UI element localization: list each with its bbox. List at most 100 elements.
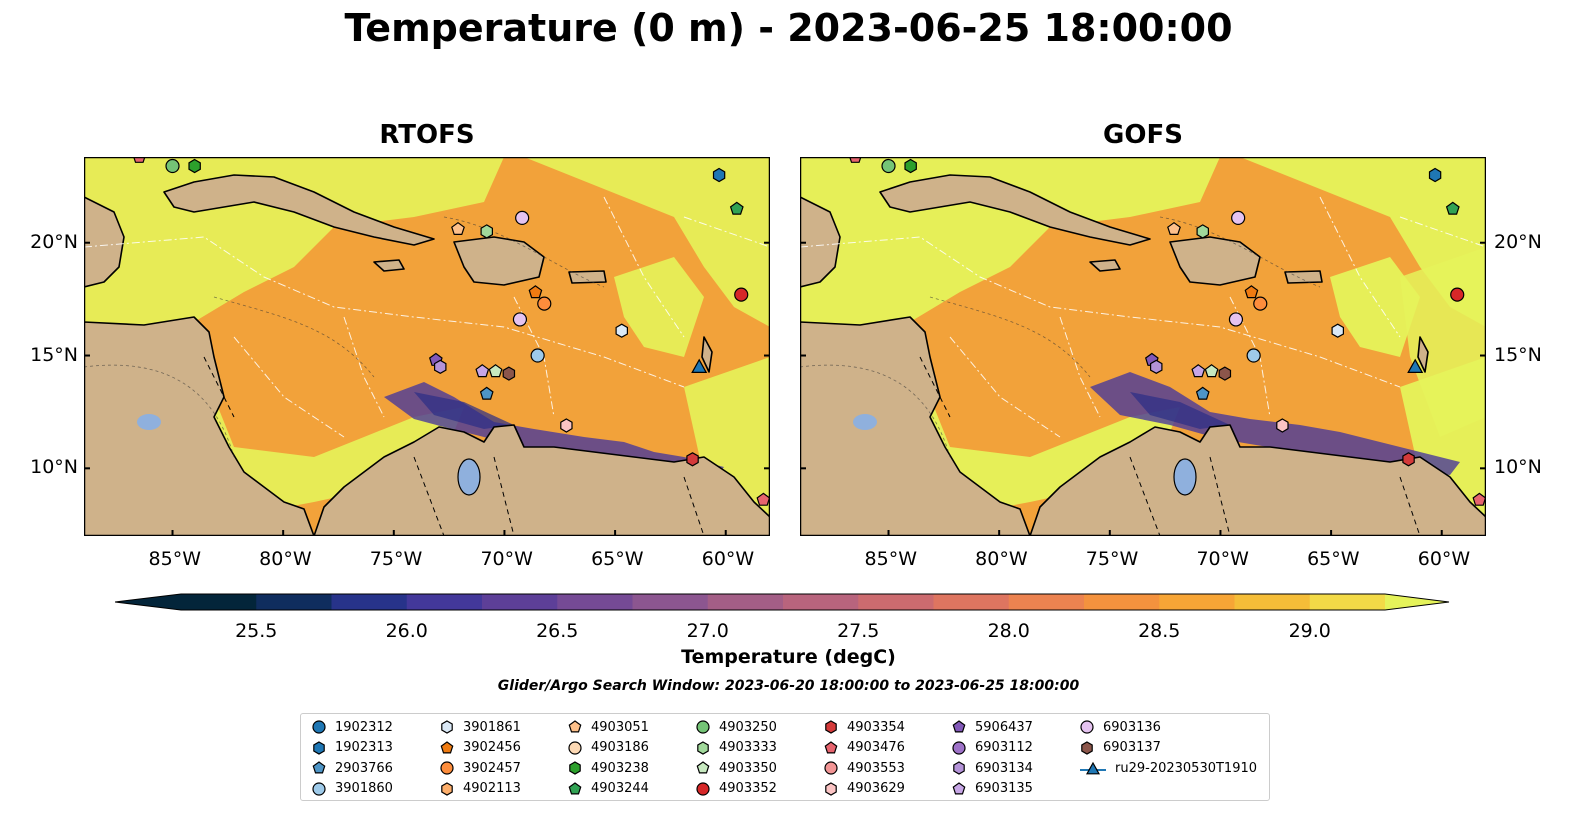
colorbar-tick-label: 28.0 xyxy=(987,620,1030,642)
country-border xyxy=(493,456,515,536)
legend-marker-shape xyxy=(568,740,582,755)
legend-marker xyxy=(440,740,454,753)
legend-marker-shape xyxy=(824,761,838,775)
lon-tick-label: 75°W xyxy=(1085,548,1139,570)
colorbar-tick-label: 28.5 xyxy=(1138,620,1181,642)
float-marker xyxy=(1472,492,1486,506)
colorbar-segment xyxy=(406,594,483,610)
colorbar-tick-label: 27.0 xyxy=(686,620,729,642)
legend: 1902312 1902313 2903766 3901860 3901861 39024… xyxy=(300,713,1270,801)
eez-boundary xyxy=(343,316,385,418)
lat-tick-label-right: 10°N xyxy=(1494,456,1542,479)
float-marker xyxy=(1167,221,1181,236)
lat-tick-label-left: 15°N xyxy=(30,343,78,366)
legend-label: ru29-20230530T1910 xyxy=(1115,760,1258,776)
eez-boundary xyxy=(1399,216,1486,248)
land-yucatan xyxy=(84,196,125,288)
float-marker xyxy=(451,221,465,236)
float-marker xyxy=(712,167,726,183)
lon-tick-label: 60°W xyxy=(1417,548,1471,570)
float-marker xyxy=(512,312,528,327)
legend-label: 4903354 xyxy=(847,719,905,735)
legend-label: 4903250 xyxy=(719,719,777,735)
legend-label: 4903333 xyxy=(719,740,777,755)
legend-marker xyxy=(312,720,326,734)
warm-region xyxy=(524,157,770,327)
float-marker xyxy=(1228,312,1244,327)
legend-marker xyxy=(825,781,837,796)
legend-item: 6903134 xyxy=(951,758,1033,778)
float-marker xyxy=(560,418,573,433)
legend-marker xyxy=(313,740,325,755)
legend-label: 4903051 xyxy=(591,719,649,735)
search-window-text: Glider/Argo Search Window: 2023-06-20 18… xyxy=(497,678,1080,694)
colorbar-segment xyxy=(783,594,859,610)
lon-tick-label: 80°W xyxy=(975,548,1028,570)
map-frame xyxy=(800,157,1486,536)
float-marker xyxy=(1276,418,1289,433)
legend-label: 5906437 xyxy=(975,719,1033,735)
colorbar-over-arrow xyxy=(1385,594,1449,610)
legend-label: 6903134 xyxy=(975,760,1033,776)
land-lesser-antilles xyxy=(701,336,713,373)
legend-label: 4903244 xyxy=(591,781,649,796)
legend-label: 4903238 xyxy=(591,760,649,776)
colorbar-segment xyxy=(1309,594,1386,610)
map-gofs xyxy=(800,157,1486,536)
legend-item: 1902312 xyxy=(311,717,393,737)
land-jamaica xyxy=(373,259,405,272)
colorbar-tick-label: 27.5 xyxy=(837,620,880,642)
legend-label: 2903766 xyxy=(335,760,393,776)
legend-item: 4903244 xyxy=(567,779,649,799)
country-border xyxy=(919,356,951,418)
legend-label: 1902312 xyxy=(335,719,393,735)
colorbar-tick-label: 29.0 xyxy=(1288,620,1331,642)
lake-maracaibo xyxy=(457,458,481,496)
country-border xyxy=(1209,456,1231,536)
legend-marker-shape xyxy=(1080,720,1094,734)
glider-marker xyxy=(1407,358,1424,374)
float-marker xyxy=(1196,224,1209,239)
land-hispaniola xyxy=(453,236,545,286)
float-marker xyxy=(488,364,503,378)
legend-marker-shape xyxy=(825,781,837,796)
land-south-america xyxy=(313,424,770,536)
lake-nicaragua xyxy=(137,414,161,430)
float-marker xyxy=(479,386,494,400)
float-marker xyxy=(881,158,896,174)
colorbar-segment xyxy=(331,594,408,610)
legend-marker xyxy=(825,720,837,734)
legend-label: 3901860 xyxy=(335,781,393,796)
legend-label: 1902313 xyxy=(335,740,393,755)
legend-label: 3902457 xyxy=(463,760,521,776)
float-marker xyxy=(188,158,201,174)
legend-marker-shape xyxy=(441,781,453,796)
colorbar-segment xyxy=(632,594,709,610)
legend-item: 3901860 xyxy=(311,779,393,799)
legend-marker xyxy=(824,761,838,775)
float-marker xyxy=(1402,452,1415,467)
land-jamaica xyxy=(1089,259,1121,272)
lat-tick-label-left: 20°N xyxy=(30,230,78,253)
warm-region xyxy=(614,257,704,357)
legend-item: 4903238 xyxy=(567,758,649,778)
legend-marker xyxy=(441,720,453,734)
float-marker xyxy=(1331,323,1345,338)
panel-title-rtofs: RTOFS xyxy=(379,120,475,150)
lon-tick-label: 65°W xyxy=(591,548,644,570)
lon-tick-label: 70°W xyxy=(1196,548,1249,570)
cool-water-band xyxy=(1090,372,1460,475)
float-marker xyxy=(515,210,530,226)
warm-region xyxy=(1240,157,1486,327)
legend-marker-shape xyxy=(697,740,709,755)
bathymetry-contour xyxy=(929,296,1091,378)
lake-maracaibo xyxy=(1173,458,1197,496)
legend-item: 6903137 xyxy=(1079,738,1161,758)
float-marker xyxy=(133,157,146,163)
warm-region xyxy=(684,357,770,536)
warm-region xyxy=(1330,257,1420,357)
legend-marker-shape xyxy=(312,781,326,796)
float-marker xyxy=(734,287,749,302)
colorbar-tick-label: 26.0 xyxy=(385,620,428,642)
map-frame xyxy=(84,157,770,536)
